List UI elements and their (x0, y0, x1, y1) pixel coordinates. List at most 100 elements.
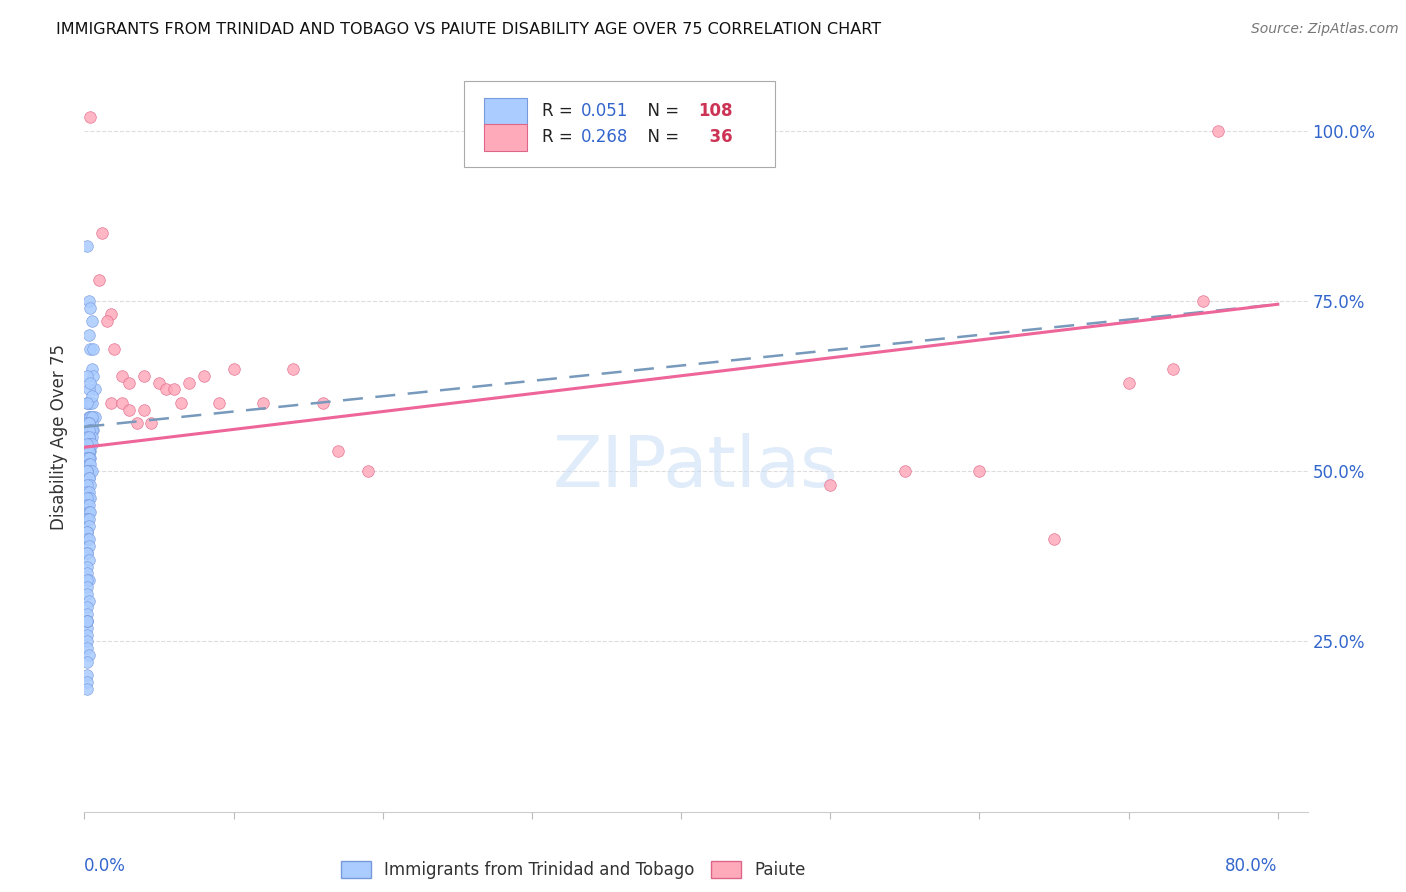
Point (79, 301, 101, 315)
Point (155, 383, 177, 397)
Point (193, 368, 215, 383)
Point (1192, 293, 1215, 308)
Point (77, 505, 100, 519)
Text: 80.0%: 80.0% (1226, 856, 1278, 875)
Point (77, 443, 100, 458)
Point (79, 342, 101, 356)
Bar (484, 124, 527, 151)
Point (76, 450, 98, 465)
Point (326, 443, 349, 458)
Point (79, 450, 101, 465)
Point (76, 614, 98, 628)
Point (77, 423, 100, 437)
Point (77, 443, 100, 458)
Point (80, 409, 103, 424)
Text: IMMIGRANTS FROM TRINIDAD AND TOBAGO VS PAIUTE DISABILITY AGE OVER 75 CORRELATION: IMMIGRANTS FROM TRINIDAD AND TOBAGO VS P… (56, 22, 882, 37)
Point (79, 409, 101, 424)
Point (76, 614, 98, 628)
Point (79, 491, 101, 506)
Point (80, 417, 103, 431)
Point (79, 417, 101, 431)
Point (77, 450, 100, 465)
Point (76, 546, 98, 560)
Point (76, 464, 98, 478)
Text: R =: R = (541, 128, 578, 146)
Point (77, 573, 100, 587)
Point (818, 477, 841, 491)
Point (76, 655, 98, 669)
Point (76, 580, 98, 594)
Text: Source: ZipAtlas.com: Source: ZipAtlas.com (1251, 22, 1399, 37)
Point (77, 593, 100, 607)
Point (77, 417, 100, 431)
Point (100, 308, 122, 322)
Point (82, 409, 104, 424)
Point (76, 675, 98, 690)
Point (77, 471, 100, 485)
Point (77, 383, 100, 397)
Point (79, 437, 101, 451)
Point (76, 525, 98, 540)
Point (76, 525, 98, 540)
Point (76, 423, 98, 437)
Point (76, 573, 98, 587)
Point (80, 464, 103, 478)
Point (77, 327, 100, 342)
Point (76, 443, 98, 458)
Point (103, 342, 125, 356)
Point (76, 498, 98, 512)
Point (1163, 362, 1185, 376)
Point (77, 518, 100, 533)
Point (100, 396, 122, 410)
Point (79, 464, 101, 478)
Point (76, 566, 98, 581)
Legend: Immigrants from Trinidad and Tobago, Paiute: Immigrants from Trinidad and Tobago, Pai… (335, 855, 813, 886)
Point (77, 423, 100, 437)
Point (79, 505, 101, 519)
Point (80, 314, 103, 328)
Text: 0.051: 0.051 (581, 103, 628, 120)
Point (222, 362, 245, 376)
Point (76, 627, 98, 641)
Point (82, 342, 104, 356)
Text: 0.0%: 0.0% (84, 856, 127, 875)
Point (77, 396, 100, 410)
Text: 0.268: 0.268 (581, 128, 628, 146)
Text: R =: R = (541, 103, 578, 120)
Point (77, 409, 100, 424)
Point (357, 464, 380, 478)
Point (79, 110, 101, 124)
Point (76, 239, 98, 253)
Point (969, 464, 991, 478)
Point (79, 458, 101, 472)
Point (79, 477, 101, 491)
Point (76, 450, 98, 465)
Point (77, 552, 100, 566)
Bar (484, 97, 527, 125)
Point (76, 607, 98, 622)
Point (89, 273, 111, 287)
Point (82, 368, 104, 383)
Point (77, 430, 100, 444)
Point (76, 614, 98, 628)
Point (80, 437, 103, 451)
Point (76, 477, 98, 491)
Point (76, 430, 98, 444)
Point (77, 533, 100, 547)
Point (79, 430, 101, 444)
Point (77, 484, 100, 499)
Point (77, 293, 100, 308)
Point (125, 417, 148, 431)
Point (76, 533, 98, 547)
Point (76, 546, 98, 560)
Point (77, 471, 100, 485)
Point (76, 634, 98, 648)
Point (96, 314, 118, 328)
Text: N =: N = (637, 103, 685, 120)
Text: 108: 108 (699, 103, 733, 120)
Point (252, 396, 274, 410)
Point (76, 559, 98, 574)
Point (170, 396, 193, 410)
Point (76, 396, 98, 410)
Point (141, 417, 163, 431)
